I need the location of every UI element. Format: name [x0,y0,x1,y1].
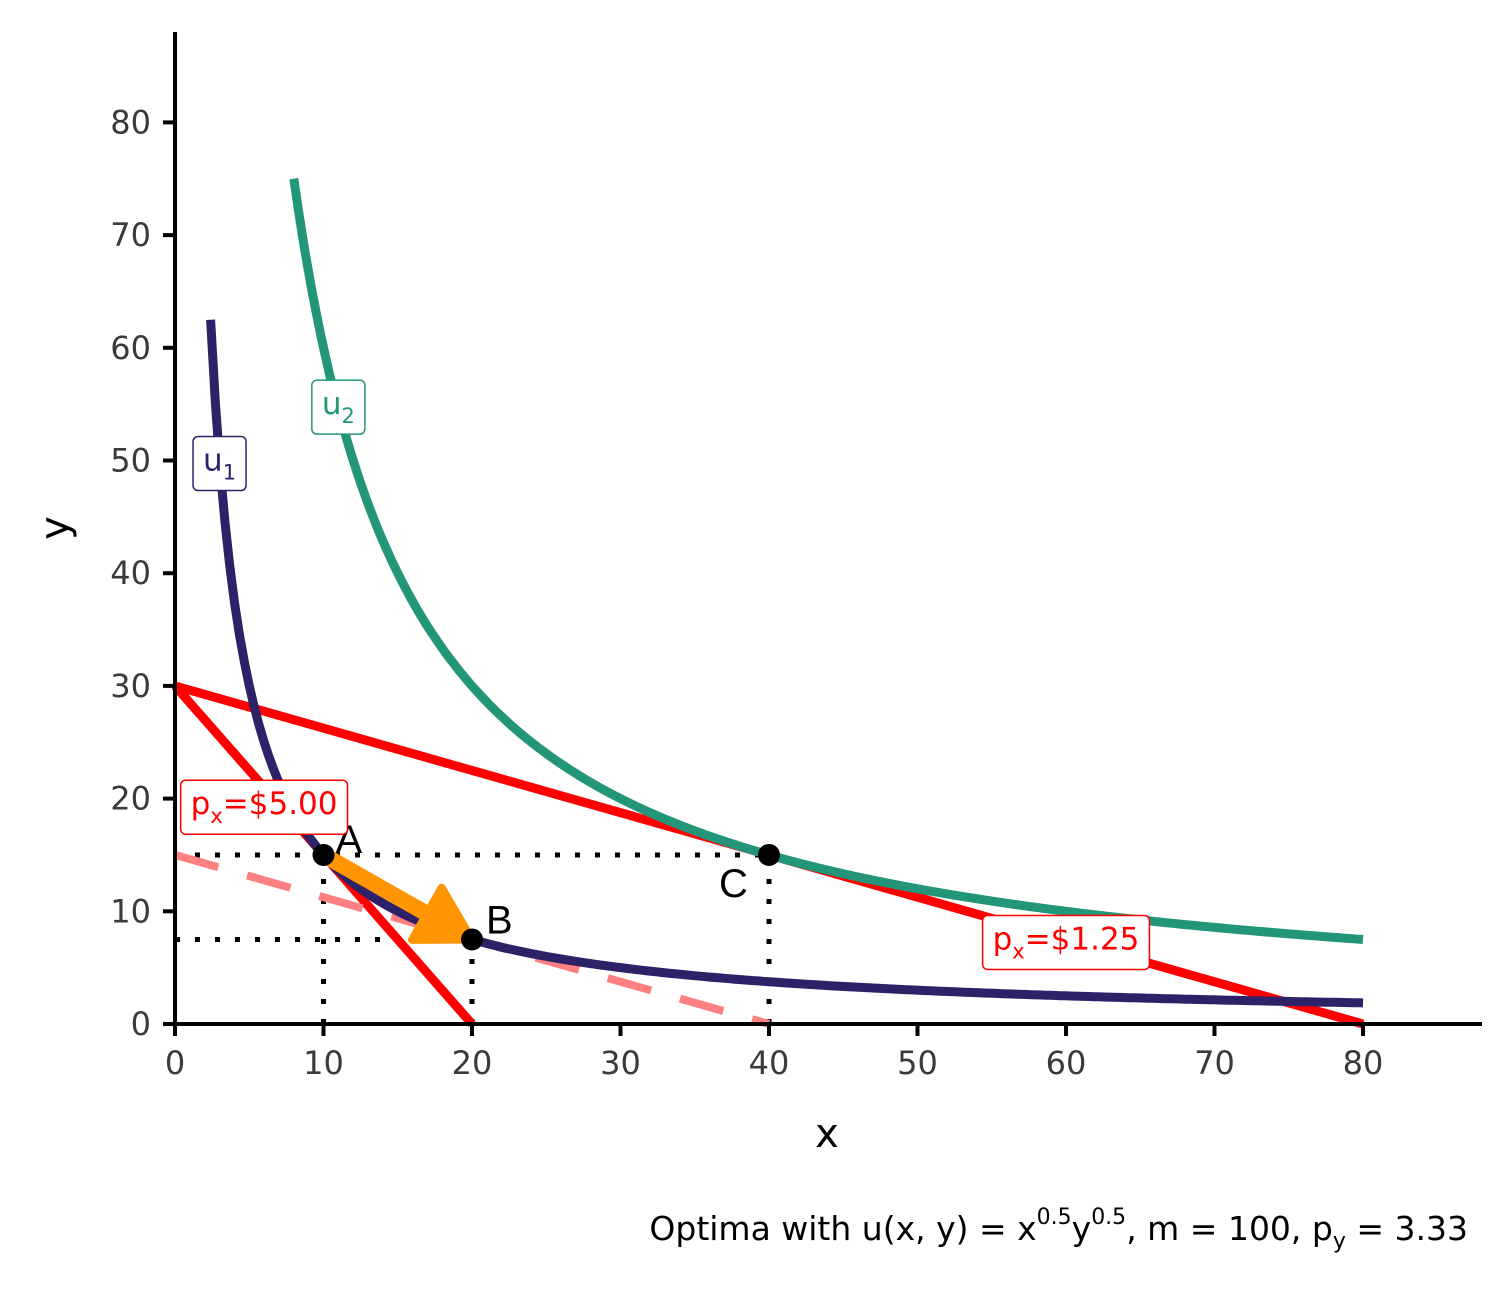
x-tick-label-30: 30 [600,1044,641,1082]
x-tick-label-50: 50 [897,1044,938,1082]
curve-u1 [206,319,1364,1008]
guide-lines [175,852,772,1024]
y-tick-label-80: 80 [110,103,151,141]
y-tick-label-60: 60 [110,329,151,367]
label-u2-box [311,379,366,435]
label-u2-text: u2 [322,386,355,428]
indifference-curves [206,178,1364,1008]
y-tick-label-40: 40 [110,554,151,592]
caption-suffix: , m = 100, p [1126,1209,1333,1248]
label-budget-high-price-text: px=$5.00 [191,786,338,828]
x-tick-label-40: 40 [749,1044,790,1082]
label-budget-low-price: px=$1.25 [981,914,1151,971]
label-u2: u2 [311,379,366,435]
label-budget-high-price-rest: =$5.00 [223,786,338,822]
x-tick-label-0: 0 [165,1044,185,1082]
x-axis-title: x [815,1111,839,1157]
label-budget-low-price-text: px=$1.25 [993,921,1140,963]
caption-mid: y [1072,1209,1092,1248]
x-tick-label-10: 10 [303,1044,344,1082]
label-u1: u1 [192,435,247,492]
point-C [758,843,780,866]
arrow-head [407,883,476,944]
point-A [312,843,335,866]
label-u1-text: u1 [203,443,236,485]
y-tick-label-10: 10 [110,892,151,930]
label-budget-high-price-sub: x [210,804,222,828]
curve-u2 [289,178,1364,944]
y-tick-label-30: 30 [110,667,151,705]
optimum-points: ABC [312,818,780,951]
label-u2-main: u [322,386,342,422]
label-budget-high-price-main: p [191,786,211,822]
label-budget-high-price: px=$5.00 [179,779,349,835]
point-label-C: C [719,862,748,906]
caption-exp-y: 0.5 [1091,1205,1126,1230]
x-tick-label-60: 60 [1046,1044,1087,1082]
label-u1-sub: 1 [223,461,236,485]
x-tick-label-70: 70 [1194,1044,1235,1082]
caption-sub: y [1333,1229,1346,1254]
substitution-arrow [315,846,476,944]
label-budget-low-price-rest: =$1.25 [1025,921,1140,957]
label-u1-box [192,435,247,492]
label-budget-low-price-box [981,914,1151,971]
point-label-B: B [486,898,513,942]
label-budget-low-price-sub: x [1012,939,1024,963]
arrow-shaft [315,846,435,922]
label-budget-high-price-box [179,779,349,835]
label-budget-low-price-main: p [993,921,1013,957]
point-B [461,928,483,951]
chart-caption: Optima with u(x, y) = x0.5y0.5, m = 100,… [649,1205,1468,1254]
caption-prefix: Optima with u(x, y) = x [649,1209,1036,1248]
label-u2-sub: 2 [341,404,354,428]
y-axis-title: y [32,516,78,540]
caption-exp-x: 0.5 [1037,1205,1072,1230]
y-tick-label-70: 70 [110,216,151,254]
y-tick-label-20: 20 [110,780,151,818]
x-tick-label-80: 80 [1343,1044,1384,1082]
label-u1-main: u [203,443,223,479]
y-tick-label-50: 50 [110,442,151,480]
caption-tail: = 3.33 [1346,1209,1468,1248]
y-tick-label-0: 0 [131,1005,151,1043]
axes: 0 10 20 30 40 50 60 70 80 0 10 20 30 40 50 60 70 80 [110,32,1482,1082]
x-tick-label-20: 20 [452,1044,493,1082]
